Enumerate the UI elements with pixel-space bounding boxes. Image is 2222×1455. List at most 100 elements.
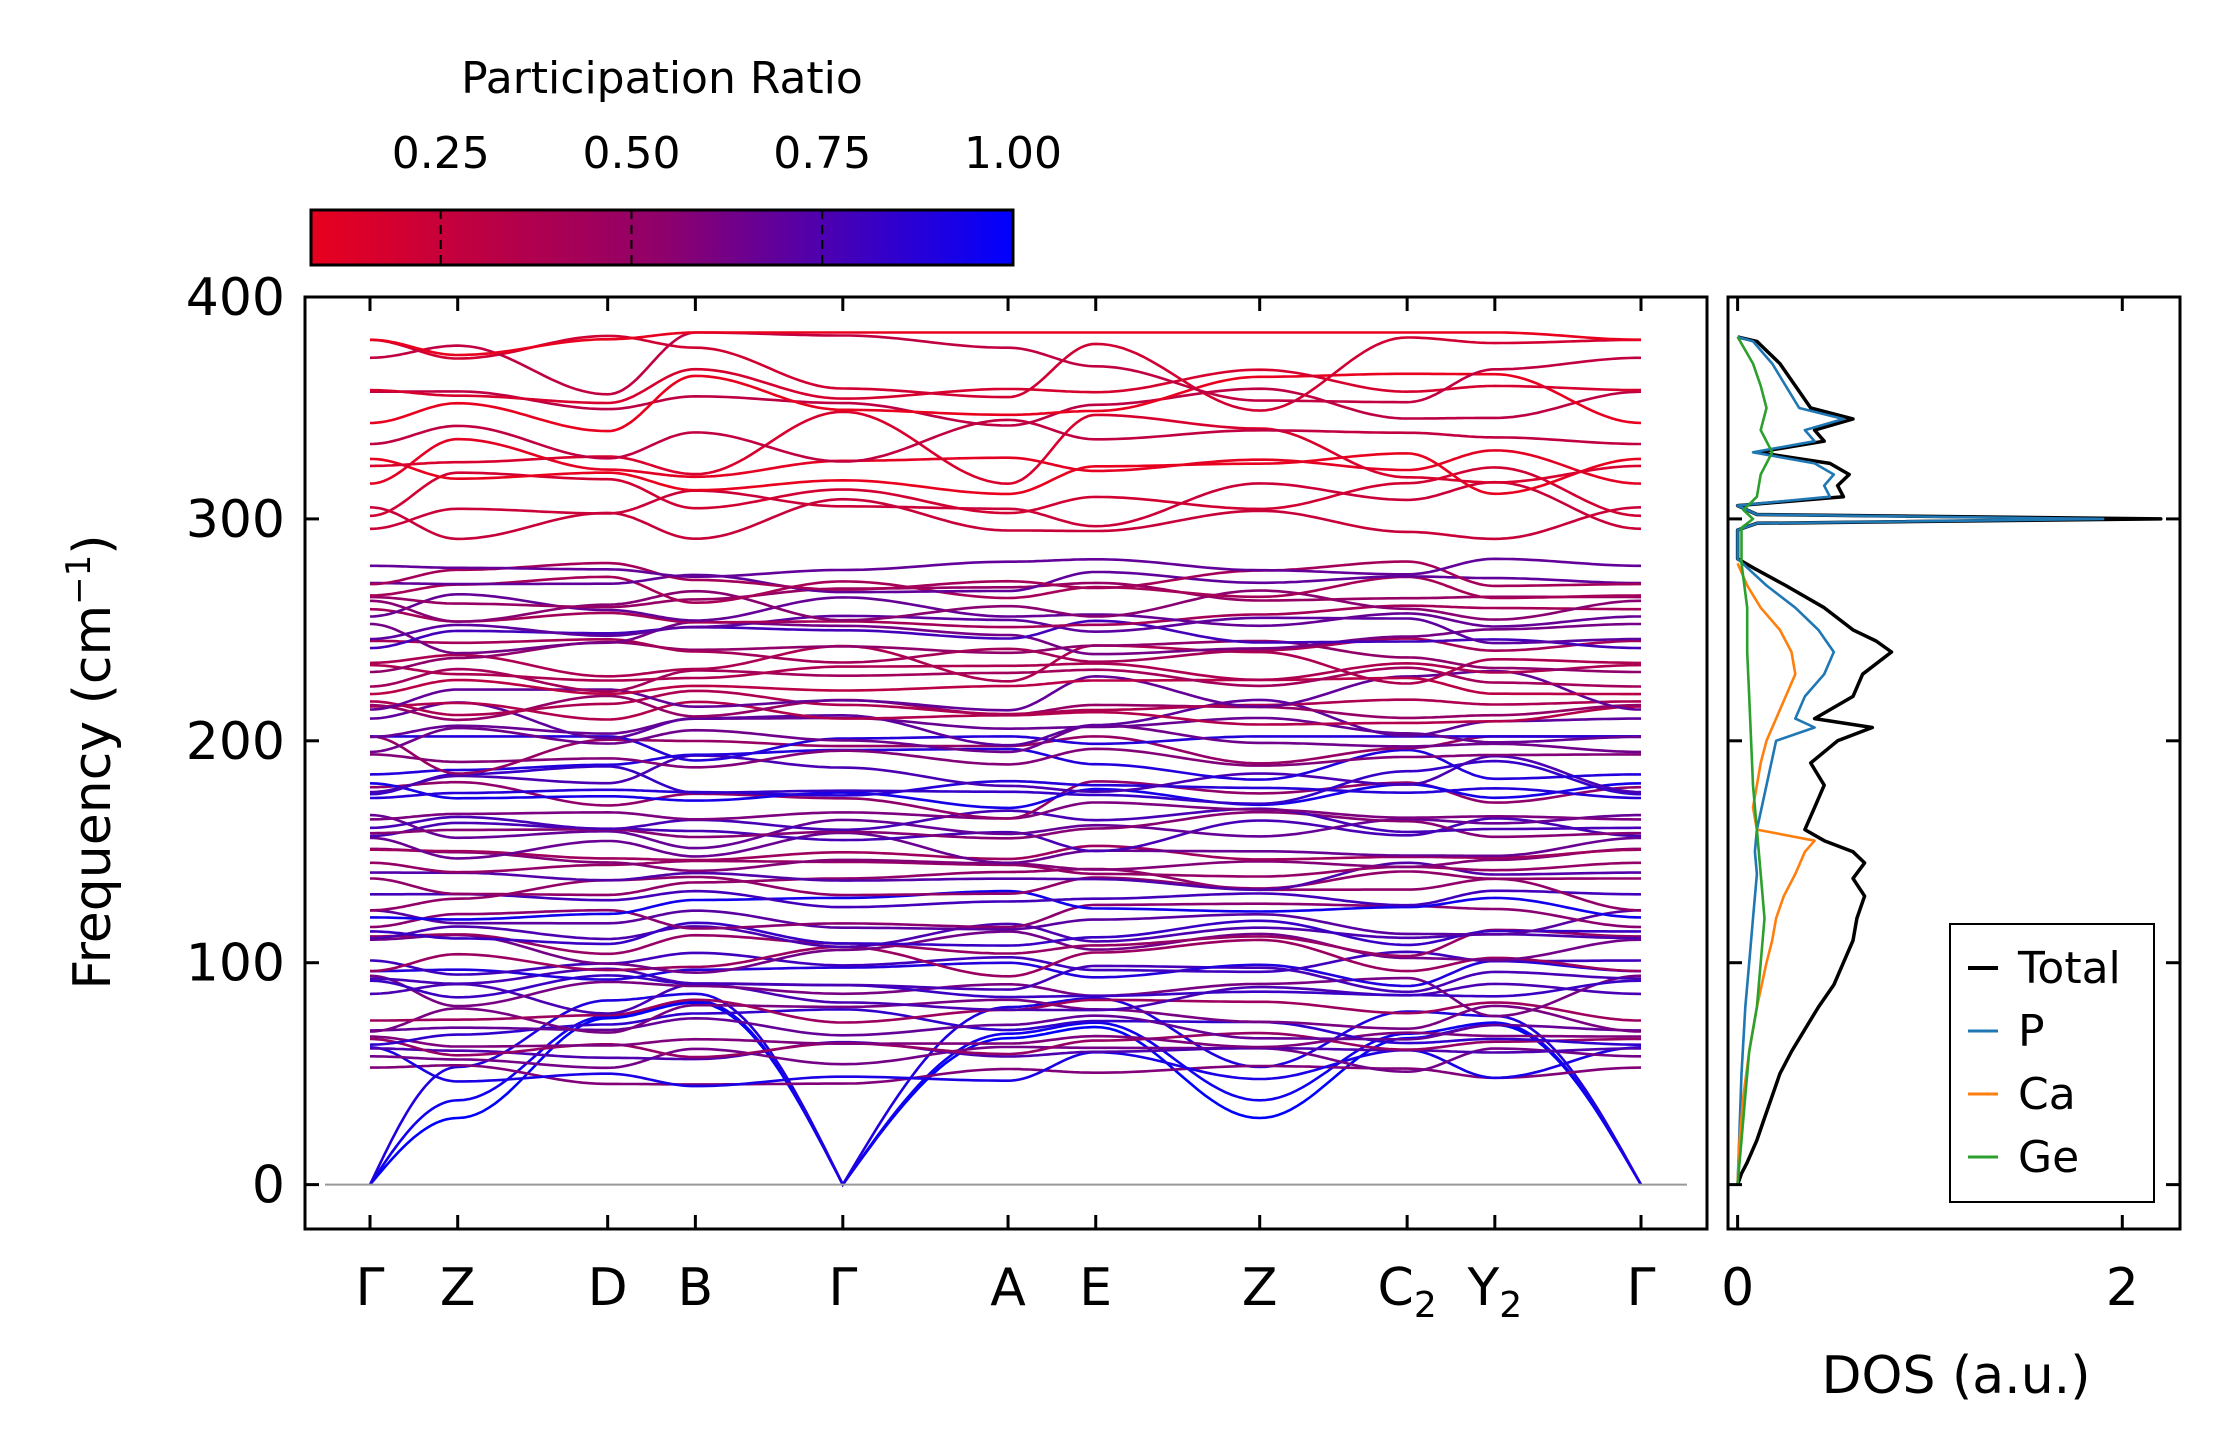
optical-branch	[370, 998, 1641, 1024]
optical-branch	[370, 928, 1641, 958]
optical-branch	[370, 889, 1642, 921]
optical-branch	[370, 581, 1641, 609]
legend-label: P	[2018, 1006, 2045, 1057]
optical-branch	[369, 418, 1641, 463]
k-point-label: D	[588, 1258, 628, 1318]
optical-branch	[370, 810, 1641, 840]
optical-branch	[370, 560, 1641, 591]
colorbar-tick-label: 0.75	[773, 128, 871, 179]
optical-branch	[369, 372, 1642, 433]
optical-branch	[370, 779, 1641, 800]
optical-branch	[369, 922, 1642, 949]
optical-branch	[369, 661, 1642, 682]
optical-branch	[369, 331, 1641, 404]
optical-branch	[369, 666, 1641, 693]
optical-branch	[369, 367, 1641, 405]
optical-branch	[369, 331, 1641, 357]
dos-axes-frame	[1726, 295, 2182, 1231]
optical-branch	[369, 614, 1641, 645]
y-axis-label-close: )	[63, 534, 123, 554]
optical-branch	[370, 909, 1642, 936]
y-axis-label-exponent: −1	[59, 555, 99, 605]
colorbar-tick-label: 0.50	[582, 128, 680, 179]
optical-branch	[370, 859, 1641, 878]
k-point-label: Y2	[1466, 1258, 1522, 1326]
legend-label: Ca	[2018, 1069, 2076, 1120]
k-point-label: E	[1079, 1258, 1112, 1318]
optical-branch	[370, 964, 1641, 994]
dos-x-axis-label: DOS (a.u.)	[1822, 1346, 2091, 1406]
optical-branch	[369, 689, 1641, 717]
k-point-label: Z	[1242, 1258, 1278, 1318]
optical-branch	[370, 410, 1642, 486]
colorbar-ticks: 0.25 0.50 0.75 1.00	[392, 128, 1062, 265]
k-point-label: Γ	[1627, 1258, 1656, 1318]
y-tick-label: 200	[186, 712, 285, 772]
optical-branch	[370, 959, 1642, 988]
colorbar-gradient	[309, 208, 1015, 267]
optical-branch	[369, 782, 1642, 810]
optical-branch	[370, 889, 1641, 909]
optical-branch	[370, 1031, 1641, 1049]
k-point-label: C2	[1378, 1258, 1437, 1326]
dos-series-ge	[1736, 336, 1774, 1185]
optical-branch	[370, 807, 1641, 834]
optical-branch	[370, 575, 1642, 605]
y-axis-label: Frequency (cm−1)	[59, 534, 123, 989]
optical-branch	[370, 919, 1641, 947]
acoustic-branch-la	[368, 992, 1643, 1188]
optical-branch	[370, 716, 1641, 744]
optical-branch	[370, 387, 1642, 427]
colorbar-title: Participation Ratio	[461, 53, 863, 104]
colorbar-tick-label: 0.25	[392, 128, 490, 179]
optical-branch	[369, 1046, 1642, 1088]
y-axis-label-main: Frequency (cm	[63, 605, 123, 990]
acoustic-branch-ta2	[368, 999, 1643, 1188]
optical-branch	[370, 930, 1642, 975]
legend-label: Total	[2017, 943, 2121, 994]
k-point-label: Γ	[828, 1258, 857, 1318]
y-tick-label: 300	[186, 490, 285, 550]
colorbar-tick-label: 1.00	[964, 128, 1062, 179]
colorbar: Participation Ratio 0.25 0.50 0.75 1.00	[309, 53, 1062, 267]
dos-x-tick-label: 2	[2106, 1258, 2139, 1318]
optical-branch	[369, 698, 1641, 747]
optical-branch	[369, 620, 1641, 656]
optical-branch	[370, 1014, 1641, 1041]
dos-legend: Total P Ca Ge	[1949, 923, 2155, 1203]
optical-branch	[370, 938, 1641, 978]
band-y-axis: 0 100 200 300 400	[186, 268, 1687, 1216]
optical-branch	[370, 557, 1641, 579]
optical-branch	[369, 974, 1642, 999]
optical-branch	[370, 480, 1642, 531]
optical-branch	[370, 870, 1642, 912]
band-axes-frame	[303, 295, 1709, 1231]
dos-lines	[1735, 335, 2163, 1186]
optical-branch	[370, 570, 1641, 594]
y-tick-label: 0	[252, 1156, 285, 1216]
band-k-axis: Γ Z D B Γ A E Z C2 Y2 Γ	[356, 297, 1656, 1326]
optical-branch	[369, 831, 1642, 865]
optical-branch	[370, 747, 1641, 769]
optical-branch	[370, 1045, 1641, 1074]
optical-branch	[369, 813, 1641, 850]
optical-branch	[370, 637, 1641, 664]
y-tick-label: 100	[186, 934, 285, 994]
optical-branch	[369, 589, 1642, 623]
optical-branch	[369, 334, 1641, 412]
k-point-label: A	[990, 1258, 1026, 1318]
k-point-label: Γ	[356, 1258, 385, 1318]
dos-x-tick-label: 0	[1721, 1258, 1754, 1318]
optical-branch	[369, 452, 1642, 496]
optical-branch	[369, 902, 1642, 930]
y-tick-label: 400	[186, 268, 285, 328]
optical-branch	[369, 998, 1642, 1034]
optical-branch	[370, 1040, 1641, 1061]
optical-branch	[369, 644, 1641, 685]
optical-branch	[369, 982, 1642, 1015]
optical-branch	[369, 724, 1641, 754]
optical-branch	[369, 437, 1642, 485]
